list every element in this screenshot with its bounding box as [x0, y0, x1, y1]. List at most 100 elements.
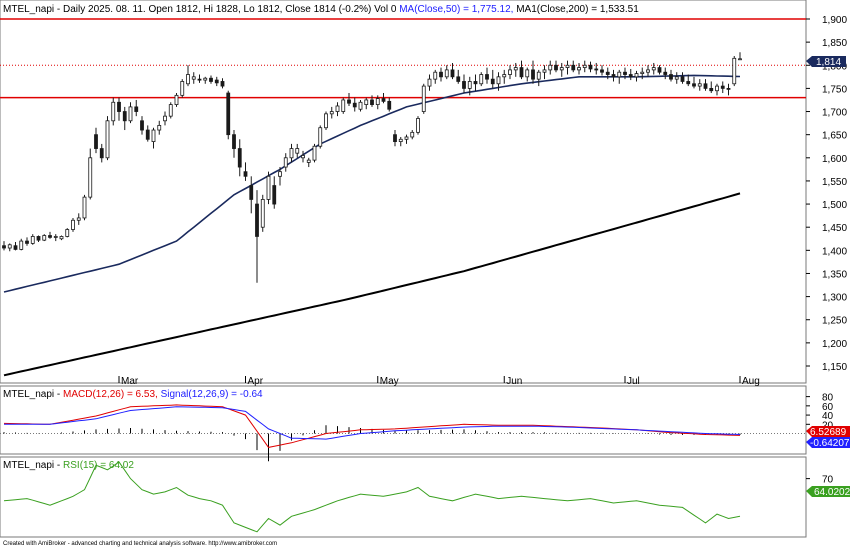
- candle-body: [542, 69, 547, 73]
- candle-body: [657, 67, 662, 73]
- candle-body: [358, 101, 363, 110]
- candle-body: [19, 240, 24, 250]
- candle-body: [398, 138, 403, 143]
- candle-body: [283, 157, 288, 168]
- month-label: Jun: [506, 376, 522, 387]
- candle-body: [427, 78, 432, 87]
- rsi-tick-label: 70: [822, 475, 834, 486]
- candle-body: [623, 71, 627, 75]
- candle-body: [289, 148, 294, 159]
- candle-body: [502, 74, 507, 78]
- candle-body: [571, 64, 576, 71]
- month-label: Apr: [248, 376, 264, 387]
- candle-body: [692, 83, 696, 87]
- candle-body: [203, 77, 208, 81]
- macd-panel-frame: [0, 385, 807, 455]
- signal-value-tag: -0.642075: [806, 437, 850, 449]
- candle-body: [59, 236, 64, 240]
- candle-body: [439, 71, 443, 78]
- candle-body: [186, 74, 190, 85]
- candle-body: [163, 115, 167, 122]
- candle-body: [496, 76, 501, 85]
- candle-body: [456, 76, 461, 82]
- candle-body: [548, 64, 553, 71]
- candle-body: [715, 85, 719, 92]
- last-price-label: 1,814: [816, 57, 841, 68]
- candle-body: [249, 185, 254, 200]
- rsi-line: [3, 461, 741, 533]
- candle-body: [197, 78, 202, 81]
- candle-body: [65, 229, 70, 237]
- candle-body: [467, 81, 472, 89]
- candle-body: [462, 81, 466, 89]
- candle-body: [381, 98, 386, 102]
- candle-body: [554, 64, 558, 71]
- horizontal-lines: [0, 18, 806, 99]
- candle-body: [82, 196, 87, 219]
- candle-body: [140, 120, 144, 131]
- candle-body: [709, 88, 714, 92]
- macd-tick-label: 80: [822, 393, 834, 404]
- candle-body: [680, 76, 685, 82]
- candle-body: [611, 74, 616, 78]
- candle-body: [444, 69, 449, 78]
- candle-body: [335, 105, 340, 112]
- month-label: Jul: [627, 376, 640, 387]
- candle-body: [53, 236, 58, 238]
- candle-body: [726, 88, 731, 90]
- price-tick-label: 1,200: [822, 339, 847, 350]
- candle-body: [306, 159, 311, 163]
- footer-credit: Created with AmiBroker - advanced charti…: [3, 541, 277, 547]
- candle-body: [174, 94, 179, 105]
- candle-body: [226, 92, 231, 136]
- macd-value-tag: 6.52689: [806, 426, 850, 438]
- candle-body: [134, 106, 139, 112]
- candle-body: [577, 67, 581, 71]
- candle-body: [42, 235, 47, 241]
- candle-body: [13, 245, 18, 250]
- rsi-value-tag: 64.0202: [806, 486, 850, 498]
- candle-body: [565, 64, 570, 68]
- candle-body: [272, 185, 277, 205]
- candle-body: [669, 74, 673, 80]
- price-tick-label: 1,350: [822, 269, 847, 280]
- candle-body: [686, 81, 691, 85]
- candle-body: [519, 67, 524, 78]
- price-tick-label: 1,150: [822, 362, 847, 373]
- macd-header: MTEL_napi - MACD(12,26) = 6.53, Signal(1…: [3, 389, 263, 400]
- price-tick-label: 1,250: [822, 316, 847, 327]
- candle-body: [703, 83, 708, 89]
- candle-body: [88, 157, 93, 198]
- candle-body: [260, 199, 265, 228]
- candle-body: [375, 98, 380, 105]
- candle-body: [508, 69, 512, 75]
- macd-histogram: [3, 425, 741, 462]
- candle-body: [536, 71, 541, 80]
- month-label: Mar: [121, 376, 139, 387]
- candle-body: [720, 85, 725, 89]
- price-tick-label: 1,450: [822, 223, 847, 234]
- candle-body: [266, 175, 271, 200]
- candle-body: [628, 74, 633, 78]
- candle-body: [370, 99, 374, 105]
- candle-body: [416, 118, 420, 133]
- rsi-header: MTEL_napi - RSI(15) = 64.02: [3, 460, 134, 471]
- rsi-axis: 70: [806, 475, 834, 486]
- candle-body: [295, 148, 300, 154]
- candle-body: [525, 69, 530, 78]
- candle-body: [301, 155, 305, 159]
- last-price-tag: 1,814: [806, 56, 846, 68]
- candle-body: [450, 69, 455, 78]
- macd-tick-label: 60: [822, 402, 834, 413]
- candle-body: [559, 67, 564, 71]
- candle-body: [433, 71, 438, 80]
- candle-body: [168, 104, 173, 117]
- candle-body: [255, 203, 259, 237]
- candle-body: [352, 102, 357, 108]
- candle-body: [347, 99, 351, 104]
- candle-body: [25, 240, 29, 244]
- rsi-value-label: 64.0202: [814, 487, 850, 498]
- candle-body: [485, 74, 489, 80]
- price-tick-label: 1,700: [822, 108, 847, 119]
